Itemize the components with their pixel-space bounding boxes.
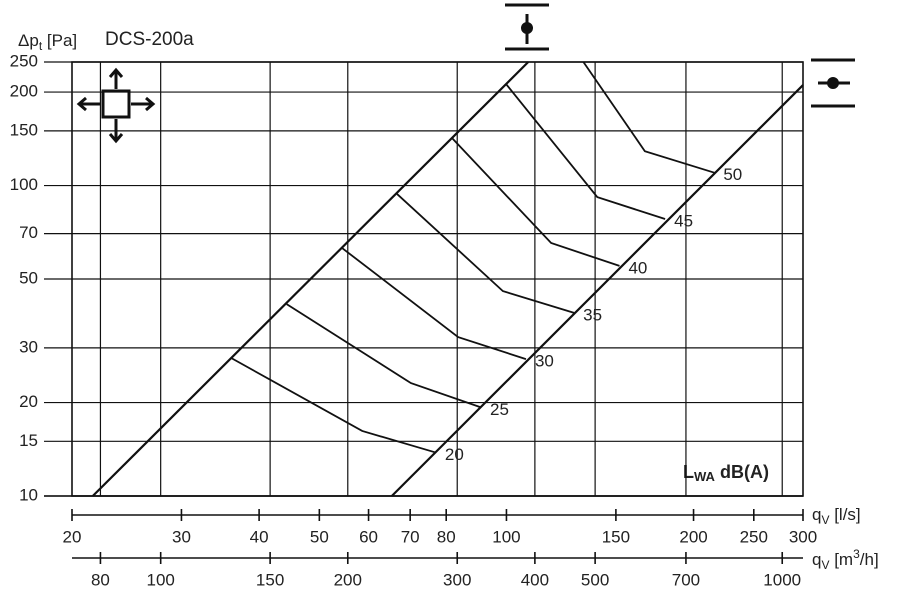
chart-title: DCS-200a <box>105 29 194 50</box>
limit-line <box>391 84 804 497</box>
noise-curve <box>396 193 575 314</box>
x-tick-label: 250 <box>740 527 768 546</box>
x-tick-label: 30 <box>172 527 191 546</box>
y-tick-label: 70 <box>19 223 38 242</box>
x-tick-label: 50 <box>310 527 329 546</box>
y-tick-label: 10 <box>19 485 38 504</box>
noise-curve <box>286 303 482 409</box>
x2-axis-label: qV [m3/h] <box>812 547 879 572</box>
y-tick-label: 50 <box>19 268 38 287</box>
y-axis-label: Δpt [Pa] <box>18 31 77 53</box>
x-axis-label: qV [l/s] <box>812 505 861 527</box>
x2-tick-label: 400 <box>521 570 549 589</box>
x-tick-label: 20 <box>63 527 82 546</box>
noise-curve <box>505 83 666 220</box>
x2-tick-label: 500 <box>581 570 609 589</box>
curve-label: 25 <box>490 400 509 419</box>
y-tick-label: 250 <box>10 51 38 70</box>
y-tick-label: 100 <box>10 175 38 194</box>
curve-label: 45 <box>674 212 693 231</box>
flow-icon <box>76 67 156 144</box>
curve-label: 40 <box>628 258 647 277</box>
x-tick-label: 60 <box>359 527 378 546</box>
x-tick-label: 100 <box>492 527 520 546</box>
x2-tick-label: 150 <box>256 570 284 589</box>
y-tick-label: 15 <box>19 431 38 450</box>
noise-curve <box>582 61 715 174</box>
legend-title: LWA dB(A) <box>683 462 769 485</box>
y-tick-label: 20 <box>19 392 38 411</box>
noise-curve <box>451 137 620 267</box>
y-tick-label: 150 <box>10 120 38 139</box>
curve-label: 35 <box>583 305 602 324</box>
noise-curve <box>341 247 527 360</box>
x2-tick-label: 700 <box>672 570 700 589</box>
x2-tick-label: 200 <box>334 570 362 589</box>
x-tick-label: 70 <box>401 527 420 546</box>
x-tick-label: 200 <box>679 527 707 546</box>
x2-tick-label: 80 <box>91 570 110 589</box>
noise-curve <box>230 357 437 454</box>
damper-closed-icon <box>505 3 549 51</box>
damper-open-icon <box>811 58 855 108</box>
curve-label: 20 <box>445 445 464 464</box>
y-tick-label: 30 <box>19 337 38 356</box>
x2-tick-label: 100 <box>146 570 174 589</box>
curve-label: 30 <box>535 352 554 371</box>
x-tick-label: 40 <box>250 527 269 546</box>
x-tick-label: 300 <box>789 527 817 546</box>
limit-line <box>91 61 529 497</box>
y-tick-label: 200 <box>10 82 38 101</box>
x2-tick-label: 1000 <box>763 570 801 589</box>
x-tick-label: 80 <box>437 527 456 546</box>
curve-label: 50 <box>723 165 742 184</box>
x-tick-label: 150 <box>602 527 630 546</box>
x2-tick-label: 300 <box>443 570 471 589</box>
